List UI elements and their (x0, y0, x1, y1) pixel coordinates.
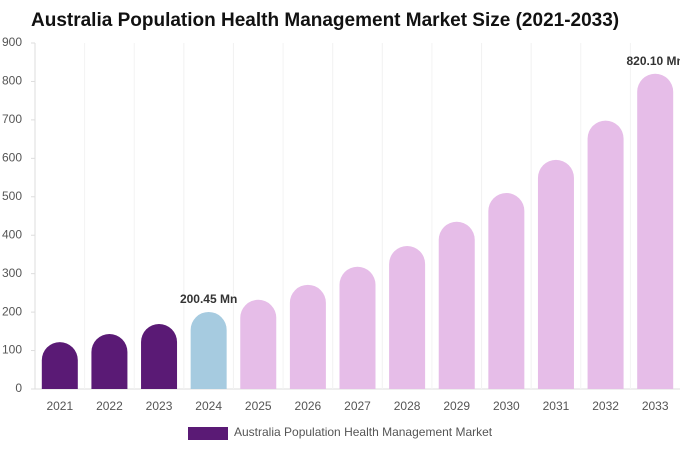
x-tick-label: 2026 (295, 399, 322, 413)
bar (339, 266, 376, 389)
bar (587, 120, 624, 389)
bar (41, 342, 78, 389)
x-tick-label: 2022 (96, 399, 123, 413)
y-tick-label: 700 (2, 112, 22, 126)
bar (488, 192, 525, 389)
x-tick-label: 2029 (443, 399, 470, 413)
x-tick-label: 2031 (543, 399, 570, 413)
x-tick-label: 2030 (493, 399, 520, 413)
bar (438, 221, 475, 389)
bar (240, 299, 277, 389)
bar (91, 334, 128, 389)
legend-swatch (188, 427, 228, 440)
chart-title: Australia Population Health Management M… (31, 10, 619, 31)
y-tick-label: 400 (2, 227, 22, 241)
bar (637, 73, 674, 390)
y-tick-label: 800 (2, 74, 22, 88)
data-label: 200.45 Mn (180, 292, 237, 306)
y-tick-label: 200 (2, 304, 22, 318)
data-label: 820.10 Mn (627, 54, 680, 68)
x-tick-label: 2028 (394, 399, 421, 413)
x-tick-label: 2027 (344, 399, 371, 413)
x-tick-label: 2032 (592, 399, 619, 413)
x-tick-label: 2024 (195, 399, 222, 413)
bar (190, 311, 227, 389)
bar (141, 324, 178, 389)
y-tick-label: 900 (2, 35, 22, 49)
x-tick-label: 2025 (245, 399, 272, 413)
y-tick-label: 500 (2, 189, 22, 203)
y-tick-label: 100 (2, 343, 22, 357)
x-tick-label: 2033 (642, 399, 669, 413)
y-tick-label: 0 (15, 381, 22, 395)
x-tick-label: 2021 (46, 399, 73, 413)
bar (537, 159, 574, 389)
y-tick-label: 600 (2, 151, 22, 165)
x-tick-label: 2023 (146, 399, 173, 413)
bar (289, 284, 326, 389)
legend-label: Australia Population Health Management M… (234, 425, 493, 439)
y-tick-label: 300 (2, 266, 22, 280)
bar (389, 245, 426, 389)
